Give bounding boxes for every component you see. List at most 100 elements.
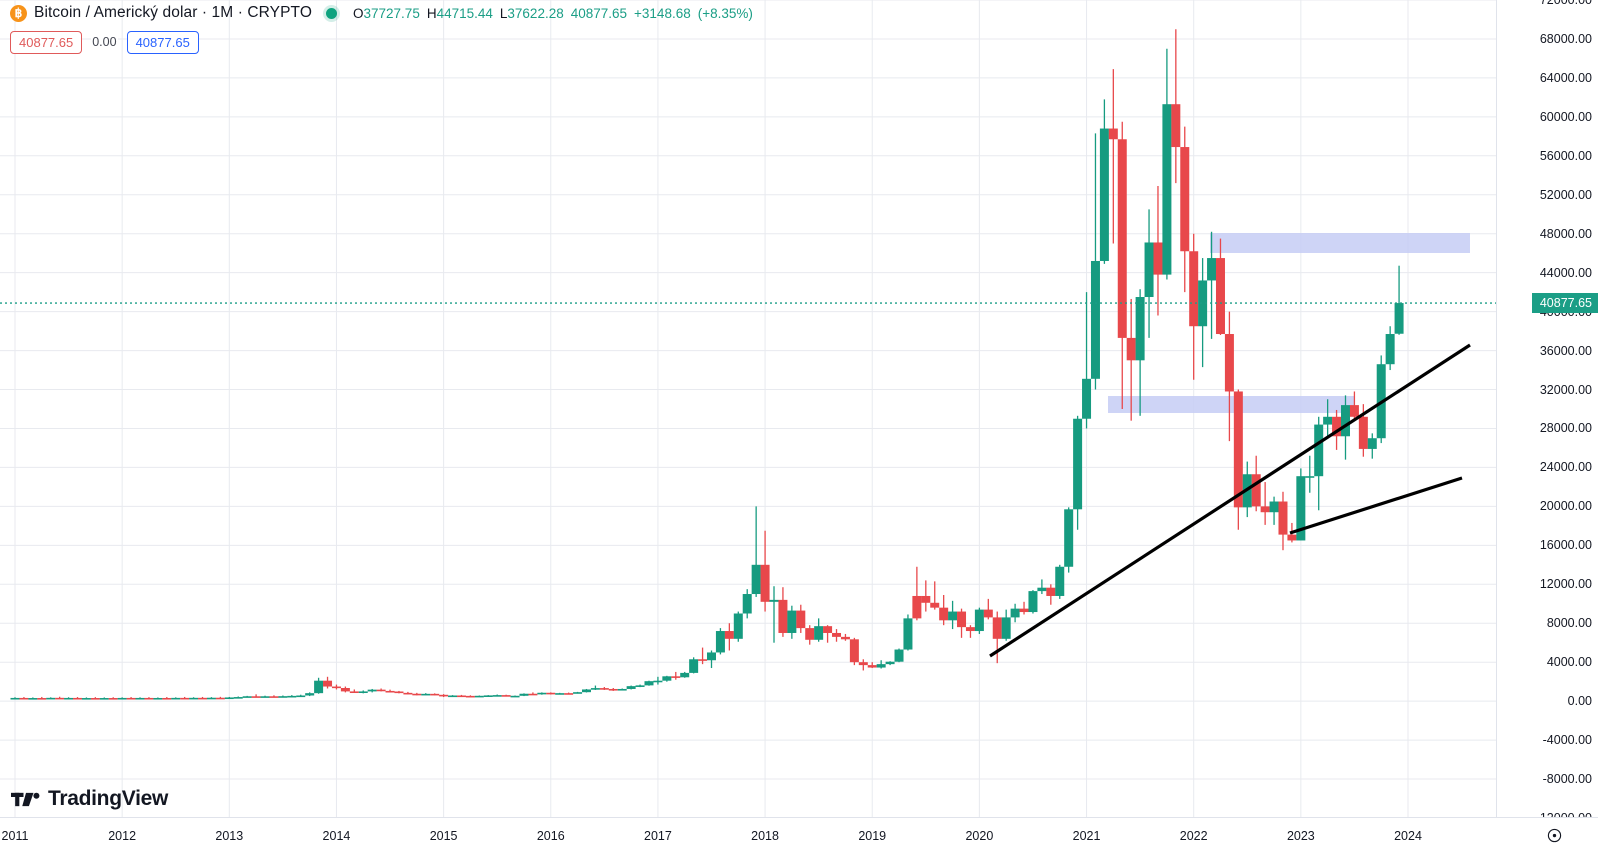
candle — [823, 626, 833, 633]
candle — [394, 691, 404, 694]
candle — [948, 611, 958, 621]
candle — [921, 595, 931, 603]
low-label: L — [499, 5, 508, 21]
candle — [760, 564, 770, 602]
candle — [296, 695, 306, 698]
price-tick: 4000.00 — [1546, 655, 1592, 670]
candle — [707, 652, 716, 661]
candle — [733, 613, 743, 639]
candle — [1153, 242, 1163, 275]
candlestick-chart[interactable] — [0, 0, 1497, 818]
candle — [1314, 424, 1324, 477]
candle — [1296, 476, 1306, 541]
price-tick: 32000.00 — [1539, 382, 1592, 397]
candle — [1332, 416, 1342, 437]
time-tick: 2023 — [1286, 829, 1315, 843]
crosshair-target-icon[interactable] — [1547, 828, 1562, 843]
candle — [930, 602, 940, 608]
candle — [162, 697, 172, 700]
price-tick: 44000.00 — [1539, 265, 1592, 280]
close-value: 40877.65 — [570, 5, 628, 21]
resistance-zone — [1210, 233, 1470, 253]
price-tick: 56000.00 — [1539, 148, 1592, 163]
candle — [126, 697, 136, 700]
candle — [769, 599, 779, 602]
price-tick: 60000.00 — [1539, 109, 1592, 124]
candle — [724, 631, 734, 639]
legend-symbol-row: ฿ Bitcoin / Americký dolar · 1M · CRYPTO… — [0, 0, 1598, 26]
candle — [1269, 501, 1279, 513]
candle — [965, 627, 975, 632]
price-badge-zero: 0.00 — [91, 31, 118, 53]
candle — [64, 697, 74, 700]
high-value: 44715.44 — [436, 5, 493, 21]
candle — [1082, 378, 1092, 419]
candle — [153, 697, 163, 700]
current-price-tag[interactable]: 40877.65 — [1531, 293, 1598, 314]
candle — [903, 618, 913, 650]
candle — [698, 659, 708, 661]
candle — [626, 686, 636, 689]
tradingview-logo-icon — [11, 792, 40, 806]
candle — [135, 697, 145, 700]
time-tick: 2011 — [1, 829, 29, 843]
high-label: H — [426, 5, 437, 21]
candle — [787, 610, 797, 633]
candle — [323, 680, 333, 687]
candle — [1010, 608, 1020, 618]
steep-trendline — [989, 343, 1471, 658]
candle — [778, 599, 788, 633]
symbol-title[interactable]: Bitcoin / Americký dolar · 1M · CRYPTO — [34, 4, 312, 21]
price-axis[interactable]: 72000.00 68000.00 64000.00 60000.00 56000.00… — [1496, 0, 1598, 825]
candle — [939, 607, 949, 621]
candle — [331, 686, 341, 689]
candle — [1224, 334, 1234, 392]
candle — [1189, 251, 1199, 327]
time-tick: 2020 — [965, 829, 994, 843]
candle — [1180, 147, 1190, 252]
price-tick: -8000.00 — [1542, 772, 1592, 787]
candle — [1126, 337, 1136, 361]
candle — [412, 693, 422, 696]
candle — [912, 595, 922, 619]
candle — [278, 696, 288, 698]
candle — [1385, 334, 1395, 365]
candle — [439, 694, 449, 697]
candle — [73, 697, 83, 700]
price-badge-red[interactable]: 40877.65 — [10, 30, 83, 54]
candle — [1064, 509, 1074, 567]
candle — [680, 672, 690, 678]
chart-plot-area[interactable] — [0, 0, 1497, 818]
candle — [1349, 405, 1359, 417]
candle — [215, 697, 225, 700]
price-tick: 12000.00 — [1539, 577, 1592, 592]
bitcoin-icon: ฿ — [10, 4, 27, 22]
candle — [1233, 391, 1243, 508]
candle — [483, 695, 493, 697]
candle — [385, 690, 395, 693]
candle — [1117, 139, 1127, 338]
candle — [742, 594, 752, 614]
price-badge-blue[interactable]: 40877.65 — [126, 30, 199, 54]
candle — [1394, 303, 1404, 334]
time-tick: 2019 — [858, 829, 887, 843]
candle — [617, 688, 627, 691]
market-status-dot — [326, 7, 337, 19]
candle — [269, 696, 279, 698]
price-tick: 16000.00 — [1539, 538, 1592, 553]
candle — [99, 698, 109, 700]
candle — [1340, 405, 1350, 437]
time-axis[interactable]: 2011 2012 2013 2014 2015 2016 2017 2018 2019 2020… — [0, 817, 1598, 864]
candle — [510, 695, 520, 698]
candle — [144, 697, 154, 700]
time-tick: 2017 — [644, 829, 672, 843]
candle — [1358, 416, 1368, 449]
candle — [519, 693, 529, 696]
change-value: +3148.68 — [634, 5, 691, 21]
price-tick: 8000.00 — [1546, 616, 1592, 631]
candle — [796, 610, 806, 629]
candle — [662, 676, 672, 681]
time-tick: 2015 — [429, 829, 458, 843]
candle — [1207, 258, 1217, 281]
price-tick: 52000.00 — [1539, 187, 1592, 202]
